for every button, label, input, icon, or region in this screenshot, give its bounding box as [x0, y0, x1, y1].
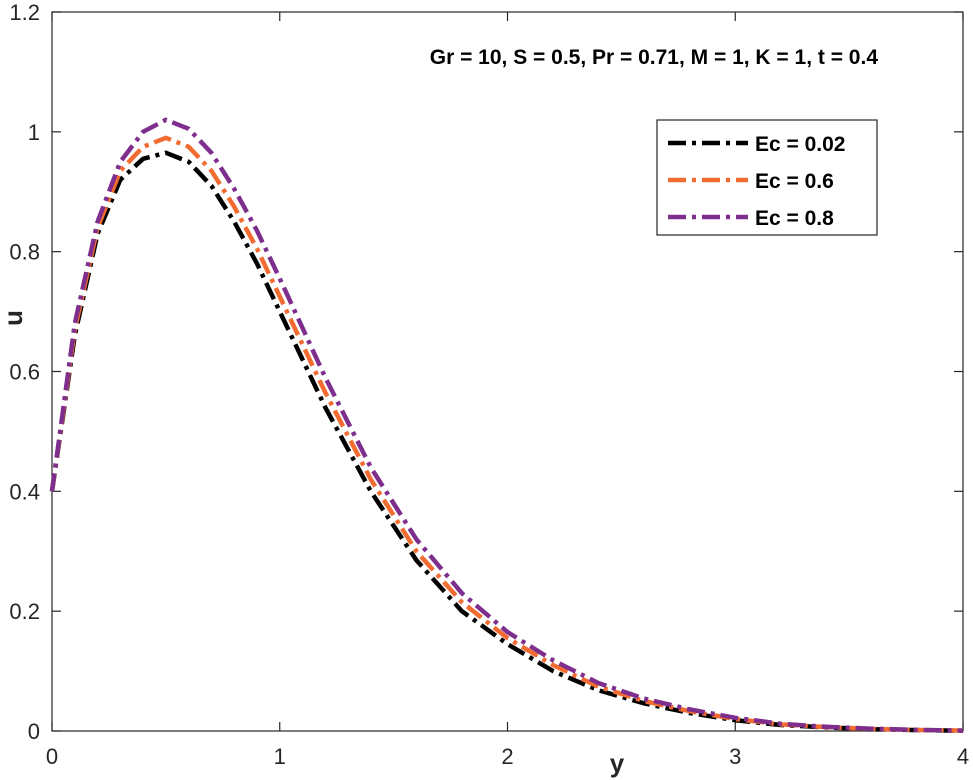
- axis-ticks: 0 1 2 3 4 0 0.2 0.4 0.6 0.8 1 1.2: [9, 0, 969, 769]
- x-tick-label: 0: [46, 744, 58, 769]
- series-lines: [49, 117, 964, 733]
- series-line-2: [49, 135, 964, 733]
- legend-label-2: Ec = 0.6: [755, 170, 834, 193]
- legend: Ec = 0.02 Ec = 0.6 Ec = 0.8: [656, 119, 878, 236]
- y-tick-label: 1.2: [9, 0, 40, 25]
- x-axis-label: y: [610, 748, 625, 778]
- y-tick-label: 0.4: [9, 479, 40, 504]
- y-tick-label: 0: [28, 719, 40, 744]
- x-tick-label: 2: [501, 744, 513, 769]
- y-tick-label: 0.6: [9, 360, 40, 385]
- legend-label-3: Ec = 0.8: [755, 207, 834, 230]
- y-tick-label: 1: [28, 120, 40, 145]
- legend-label-1: Ec = 0.02: [755, 133, 846, 156]
- y-axis-label: u: [0, 310, 28, 326]
- series-line-3: [49, 117, 964, 733]
- x-tick-label: 3: [729, 744, 741, 769]
- y-tick-label: 0.2: [9, 599, 40, 624]
- y-tick-label: 0.8: [9, 240, 40, 265]
- x-tick-label: 4: [957, 744, 969, 769]
- x-tick-label: 1: [274, 744, 286, 769]
- annotation-text: Gr = 10, S = 0.5, Pr = 0.71, M = 1, K = …: [430, 46, 879, 69]
